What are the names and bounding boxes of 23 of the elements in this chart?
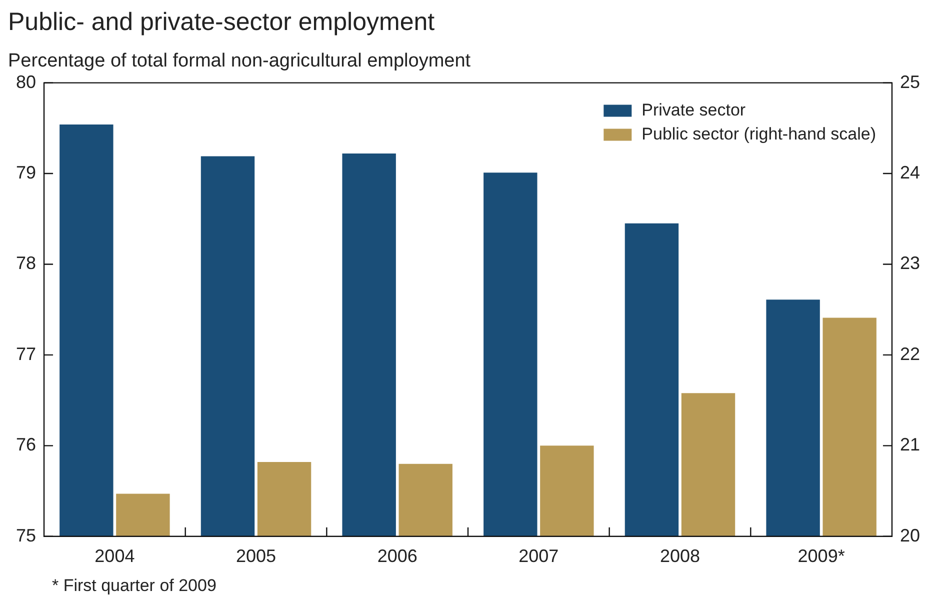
y2-tick-label: 20	[900, 525, 920, 546]
x-tick-label: 2006	[377, 546, 418, 566]
y-tick-label: 80	[16, 72, 36, 92]
x-tick-label: 2005	[236, 546, 276, 566]
y2-tick-label: 21	[900, 434, 920, 455]
y2-tick-label: 25	[900, 72, 920, 92]
y-tick-label: 76	[16, 434, 36, 455]
x-tick-label: 2004	[94, 546, 135, 566]
y2-tick-label: 22	[900, 344, 920, 364]
y-tick-label: 75	[16, 525, 36, 546]
text: * First quarter of 2009	[52, 576, 216, 596]
y-tick-label: 79	[16, 162, 36, 182]
y-tick-label: 77	[16, 344, 36, 364]
legend-label: Private sector	[642, 100, 746, 120]
y2-tick-label: 24	[900, 162, 920, 182]
y-tick-label: 78	[16, 253, 36, 274]
x-tick-label: 2009*	[798, 546, 845, 566]
chart-subtitle: Percentage of total formal non-agricultural employment	[8, 50, 472, 72]
x-tick-label: 2007	[518, 546, 559, 566]
chart-title: Public- and private-sector employment	[8, 8, 435, 36]
x-tick-label: 2008	[660, 546, 700, 566]
y2-tick-label: 23	[900, 253, 920, 274]
legend-label: Public sector (right-hand scale)	[642, 124, 876, 144]
